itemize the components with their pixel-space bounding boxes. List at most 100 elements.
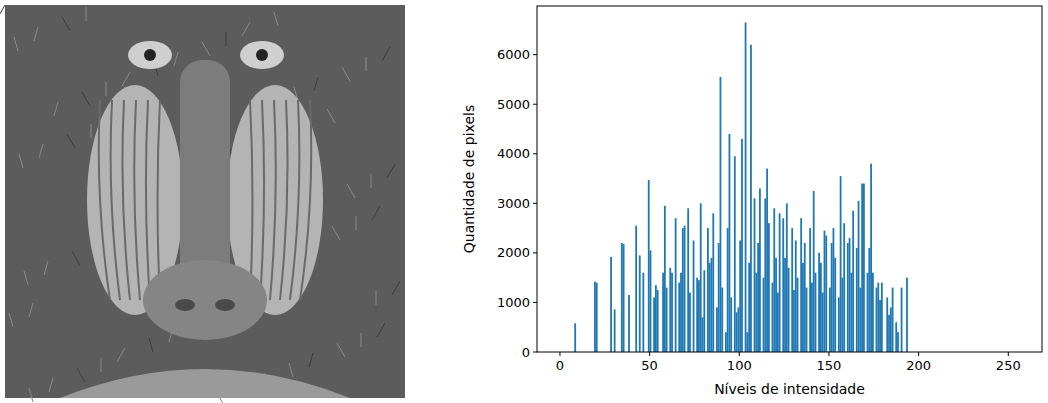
photo-fur	[77, 368, 85, 382]
histogram-bar	[734, 156, 736, 352]
histogram-bar	[775, 258, 777, 352]
histogram-bar	[614, 309, 616, 352]
photo-fur	[101, 358, 102, 372]
photo-ridge	[280, 100, 288, 300]
y-tick-label: 3000	[497, 196, 530, 211]
histogram-bar	[784, 258, 786, 352]
histogram-bar	[788, 268, 790, 352]
photo-fur	[44, 261, 48, 275]
histogram-bar	[840, 176, 842, 352]
histogram-bar	[795, 240, 797, 352]
x-tick	[649, 352, 650, 356]
photo-ridge	[122, 100, 130, 300]
histogram-bar	[642, 273, 644, 352]
histogram-bar	[739, 240, 741, 352]
photo-ridge	[300, 100, 311, 300]
y-tick	[533, 302, 537, 303]
histogram-bar	[755, 273, 757, 352]
histogram-bar	[806, 288, 808, 352]
photo-ridge	[134, 100, 140, 300]
histogram-bar	[696, 278, 698, 352]
histogram-bar	[682, 228, 684, 352]
histogram-bar	[879, 300, 881, 352]
histogram-bar	[678, 283, 680, 352]
histogram-bar	[863, 184, 865, 352]
histogram-bar	[811, 283, 813, 352]
histogram-bar	[901, 288, 903, 352]
histogram-bar	[797, 278, 799, 352]
histogram-bar	[895, 322, 897, 352]
photo-fur	[387, 164, 395, 178]
histogram-bar	[786, 203, 788, 352]
histogram-bar	[596, 283, 598, 352]
y-tick-label: 4000	[497, 146, 530, 161]
histogram-bar	[831, 243, 833, 352]
histogram-bar	[730, 297, 732, 352]
histogram-bar	[700, 203, 702, 352]
histogram-bar	[897, 332, 899, 352]
photo-ridge	[99, 100, 110, 300]
x-tick	[918, 352, 919, 356]
histogram-bar	[868, 248, 870, 352]
x-tick	[739, 352, 740, 356]
photo-fur	[289, 363, 293, 377]
photo-pupil	[144, 49, 156, 61]
photo-fur	[347, 184, 355, 198]
photo-fur	[366, 57, 367, 71]
histogram-bar	[876, 288, 878, 352]
photo-fur	[29, 388, 33, 402]
photo-ridge	[250, 100, 253, 300]
histogram-bar	[746, 332, 748, 352]
histogram-bar	[754, 198, 756, 352]
histogram-bar	[650, 250, 652, 352]
histogram-bar	[741, 139, 743, 352]
histogram-bar	[639, 255, 641, 352]
histogram-bar	[834, 258, 836, 352]
y-tick-label: 2000	[497, 245, 530, 260]
histogram-bar	[662, 273, 664, 352]
histogram-bar	[772, 283, 774, 352]
bars	[574, 22, 908, 352]
photo-fur	[34, 27, 38, 41]
photo-muzzle	[143, 260, 267, 340]
histogram-bar	[768, 223, 770, 352]
photo-fur	[274, 12, 278, 26]
histogram-bar	[850, 273, 852, 352]
photo-fur	[371, 174, 372, 188]
x-tick-label: 200	[906, 358, 931, 373]
histogram-bar	[736, 312, 738, 352]
histogram-bar	[621, 243, 623, 352]
photo-fur	[62, 17, 70, 31]
plot-frame	[537, 6, 1042, 352]
photo-ridge	[111, 100, 120, 300]
histogram-bar	[718, 243, 720, 352]
histogram-bar	[906, 278, 908, 352]
histogram-bar	[824, 231, 826, 352]
histogram-bar	[759, 188, 761, 352]
histogram-bar	[890, 307, 892, 352]
photo-fur	[122, 72, 130, 86]
photo-fur	[39, 144, 43, 158]
x-tick-label: 150	[817, 358, 842, 373]
photo-fur	[226, 32, 227, 46]
histogram-bar	[856, 248, 858, 352]
histogram-bar	[680, 273, 682, 352]
photo-fur	[202, 42, 210, 56]
histogram-bar	[793, 290, 795, 352]
photo-fur	[356, 216, 357, 230]
x-tick	[1008, 352, 1009, 356]
photo-fur	[106, 82, 107, 96]
histogram-bar	[809, 228, 811, 352]
y-tick	[533, 54, 537, 55]
photo-fur	[174, 52, 178, 66]
y-tick	[533, 203, 537, 204]
histogram-bar	[737, 307, 739, 352]
histogram-bar	[843, 223, 845, 352]
histogram-bar	[703, 270, 705, 352]
y-tick	[533, 352, 537, 353]
histogram-bar	[750, 45, 752, 352]
histogram-bar	[838, 297, 840, 352]
histogram-bar	[664, 206, 666, 352]
histogram-bar	[829, 288, 831, 352]
y-tick-label: 1000	[497, 295, 530, 310]
